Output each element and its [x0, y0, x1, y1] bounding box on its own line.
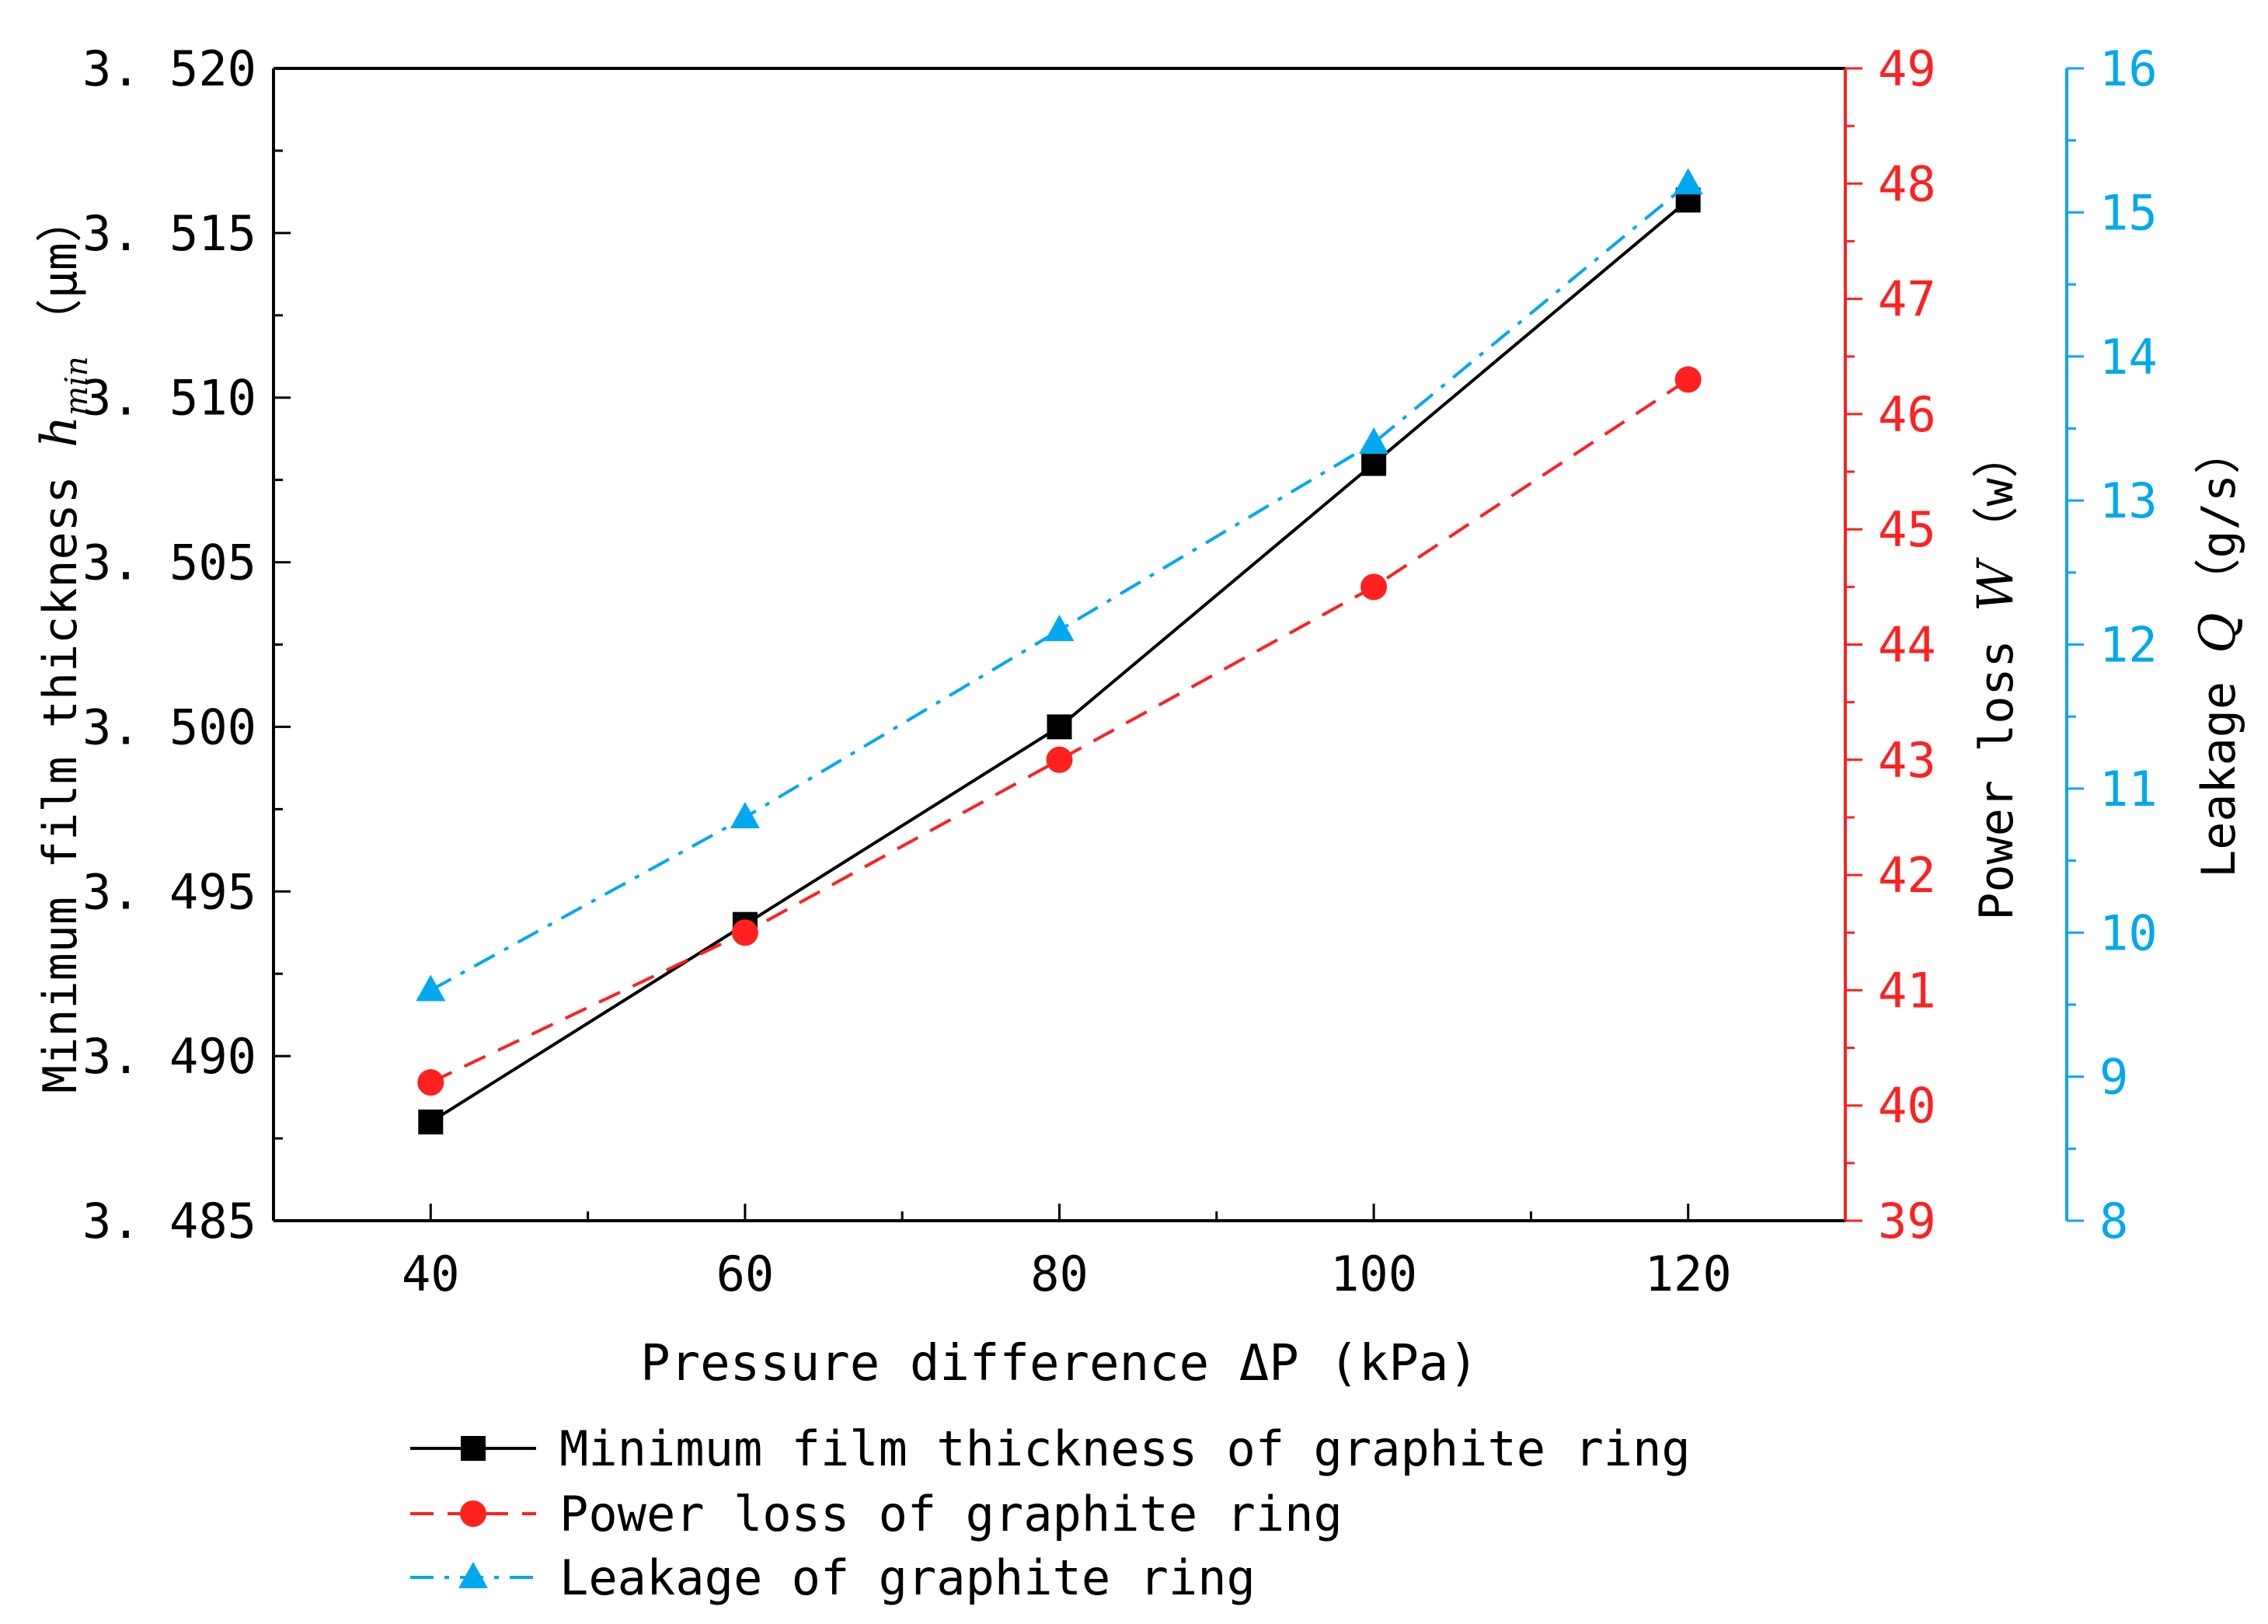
series-3-point [730, 801, 760, 828]
right-y-1-tick-label: 46 [1878, 386, 1936, 443]
right-y-1-tick-label: 42 [1878, 847, 1936, 904]
left-y-tick-label: 3. 495 [82, 863, 256, 920]
legend: Minimum film thickness of graphite ring P… [410, 1420, 1691, 1606]
legend-marker-3 [458, 1562, 488, 1588]
x-tick-label: 120 [1645, 1246, 1732, 1302]
right-y-1-tick-label: 40 [1878, 1078, 1936, 1134]
series-1-point [1361, 451, 1387, 476]
left-y-axis-title: Minimum film thickness hmin （μm） [31, 196, 95, 1093]
series-1-point [1047, 714, 1072, 740]
x-tick-label: 80 [1030, 1246, 1089, 1302]
series-group [416, 168, 1703, 1134]
left-y-tick-label: 3. 520 [82, 40, 256, 97]
right-y-2-axis-title-var: Q [2190, 612, 2247, 653]
left-y-axis-title-unit: （μm） [33, 196, 88, 345]
left-y-tick-label: 3. 505 [82, 535, 256, 591]
right-y-1-axis-title-unit: （w） [1970, 431, 2024, 552]
series-3-point [1044, 614, 1075, 641]
series-2-point [1674, 366, 1702, 393]
right-y-1-tick-label: 48 [1878, 155, 1936, 212]
right-y-2-tick-label: 15 [2099, 184, 2158, 241]
legend-label-2: Power loss of graphite ring [559, 1486, 1343, 1542]
x-tick-label: 40 [402, 1246, 460, 1302]
x-tick-label: 100 [1330, 1246, 1417, 1302]
left-y-axis-title-sub: min [59, 356, 95, 415]
series-2-point [417, 1069, 444, 1096]
right-y-1-tick-label: 47 [1878, 271, 1936, 328]
right-y-1-axis-title-var: W [1967, 556, 2025, 612]
right-y-1-tick-label: 44 [1878, 617, 1936, 674]
legend-marker-2 [460, 1500, 486, 1527]
series-2-point [731, 919, 758, 946]
series-3-point [1359, 427, 1389, 454]
right-y-1-tick-label: 49 [1878, 40, 1936, 97]
series-3-point [416, 974, 446, 1002]
right-y-1-tick-label: 43 [1878, 732, 1936, 789]
left-y-axis-title-var: h [31, 416, 89, 448]
right-y-2-tick-label: 11 [2099, 761, 2158, 817]
legend-marker-1 [461, 1436, 486, 1461]
right-y-2-tick-label: 13 [2099, 472, 2158, 529]
right-y-1-tick-label: 45 [1878, 501, 1936, 558]
series-line-2 [430, 378, 1689, 1084]
series-2-point [1046, 746, 1073, 773]
right-y-2-tick-label: 8 [2099, 1193, 2128, 1249]
right-y-2-axis-title-text: Leakage [2192, 653, 2246, 878]
legend-label-1: Minimum film thickness of graphite ring [559, 1420, 1691, 1477]
series-1-point [418, 1109, 444, 1134]
legend-label-3: Leakage of graphite ring [559, 1549, 1256, 1606]
left-y-tick-label: 3. 515 [82, 205, 256, 262]
right-y-2-tick-label: 12 [2099, 617, 2158, 674]
right-y-2-tick-label: 10 [2099, 904, 2158, 961]
right-y-2-tick-label: 14 [2099, 329, 2158, 385]
series-2-point [1360, 573, 1388, 601]
left-y-tick-label: 3. 490 [82, 1028, 256, 1085]
axes-group: 40 60 80 100 120 3. 485 3. 490 3. 495 3. 500 3. 5… [31, 40, 2247, 1392]
right-y-1-axis-title: Power loss W（w） [1967, 431, 2025, 920]
x-tick-label: 60 [716, 1246, 775, 1302]
right-y-2-axis-title-unit: （g/s） [2192, 427, 2246, 605]
right-y-2-axis-title: Leakage Q （g/s） [2190, 427, 2247, 878]
left-y-tick-label: 3. 500 [82, 699, 256, 755]
right-y-2-tick-label: 16 [2099, 40, 2158, 97]
x-axis-title: Pressure difference ΔP (kPa) [640, 1335, 1479, 1392]
right-y-1-tick-label: 39 [1878, 1193, 1936, 1249]
right-y-1-axis-title-text: Power loss [1970, 612, 2024, 920]
right-y-2-tick-label: 9 [2099, 1049, 2128, 1106]
right-y-1-tick-label: 41 [1878, 962, 1936, 1019]
left-y-tick-label: 3. 485 [82, 1193, 256, 1249]
left-y-tick-label: 3. 510 [82, 370, 256, 427]
left-y-axis-title-text: Minimum film thickness [33, 448, 88, 1093]
series-3-point [1673, 168, 1703, 195]
